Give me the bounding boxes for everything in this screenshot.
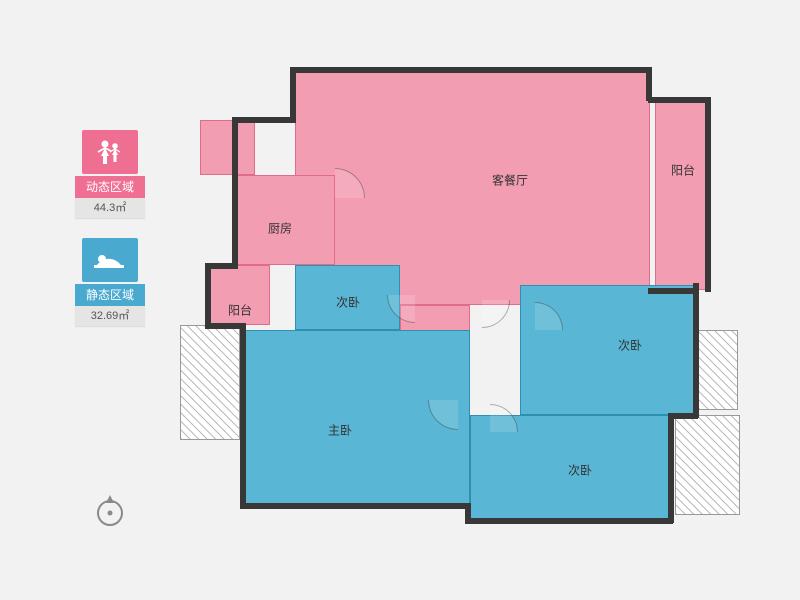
people-icon [82, 130, 138, 174]
wall [648, 97, 710, 103]
legend-dynamic: 动态区域 44.3㎡ [75, 130, 145, 218]
wall [705, 97, 711, 292]
sleep-icon [82, 238, 138, 282]
legend-panel: 动态区域 44.3㎡ 静态区域 32.69㎡ [75, 130, 145, 346]
legend-static: 静态区域 32.69㎡ [75, 238, 145, 326]
room-label-balc-s: 阳台 [228, 302, 252, 319]
compass-icon [90, 490, 130, 530]
wall [232, 117, 238, 267]
hatch-area [698, 330, 738, 410]
wall [205, 263, 211, 325]
room-label-kitchen: 厨房 [268, 220, 292, 237]
hatch-area [675, 415, 740, 515]
wall [465, 518, 673, 524]
room-label-living: 客餐厅 [492, 172, 528, 189]
legend-dynamic-value: 44.3㎡ [75, 198, 145, 218]
room-label-balc-r: 阳台 [671, 162, 695, 179]
floor-plan: 客餐厅厨房阳台阳台次卧次卧主卧次卧 [200, 70, 740, 540]
wall [646, 67, 652, 101]
legend-dynamic-title: 动态区域 [75, 176, 145, 198]
wall [693, 283, 699, 418]
wall [205, 323, 245, 329]
room-label-bed-br: 次卧 [568, 462, 592, 479]
room-pantry [200, 120, 255, 175]
room-balc-r [655, 100, 710, 290]
wall [232, 117, 296, 123]
wall [240, 323, 246, 508]
legend-static-value: 32.69㎡ [75, 306, 145, 326]
room-label-bed-r: 次卧 [618, 337, 642, 354]
wall [290, 67, 650, 73]
wall [668, 413, 674, 523]
room-label-bed-tl: 次卧 [336, 294, 360, 311]
wall [290, 67, 296, 122]
room-label-master: 主卧 [328, 422, 352, 439]
wall [648, 288, 698, 294]
hatch-area [180, 325, 240, 440]
legend-static-title: 静态区域 [75, 284, 145, 306]
wall [240, 503, 470, 509]
